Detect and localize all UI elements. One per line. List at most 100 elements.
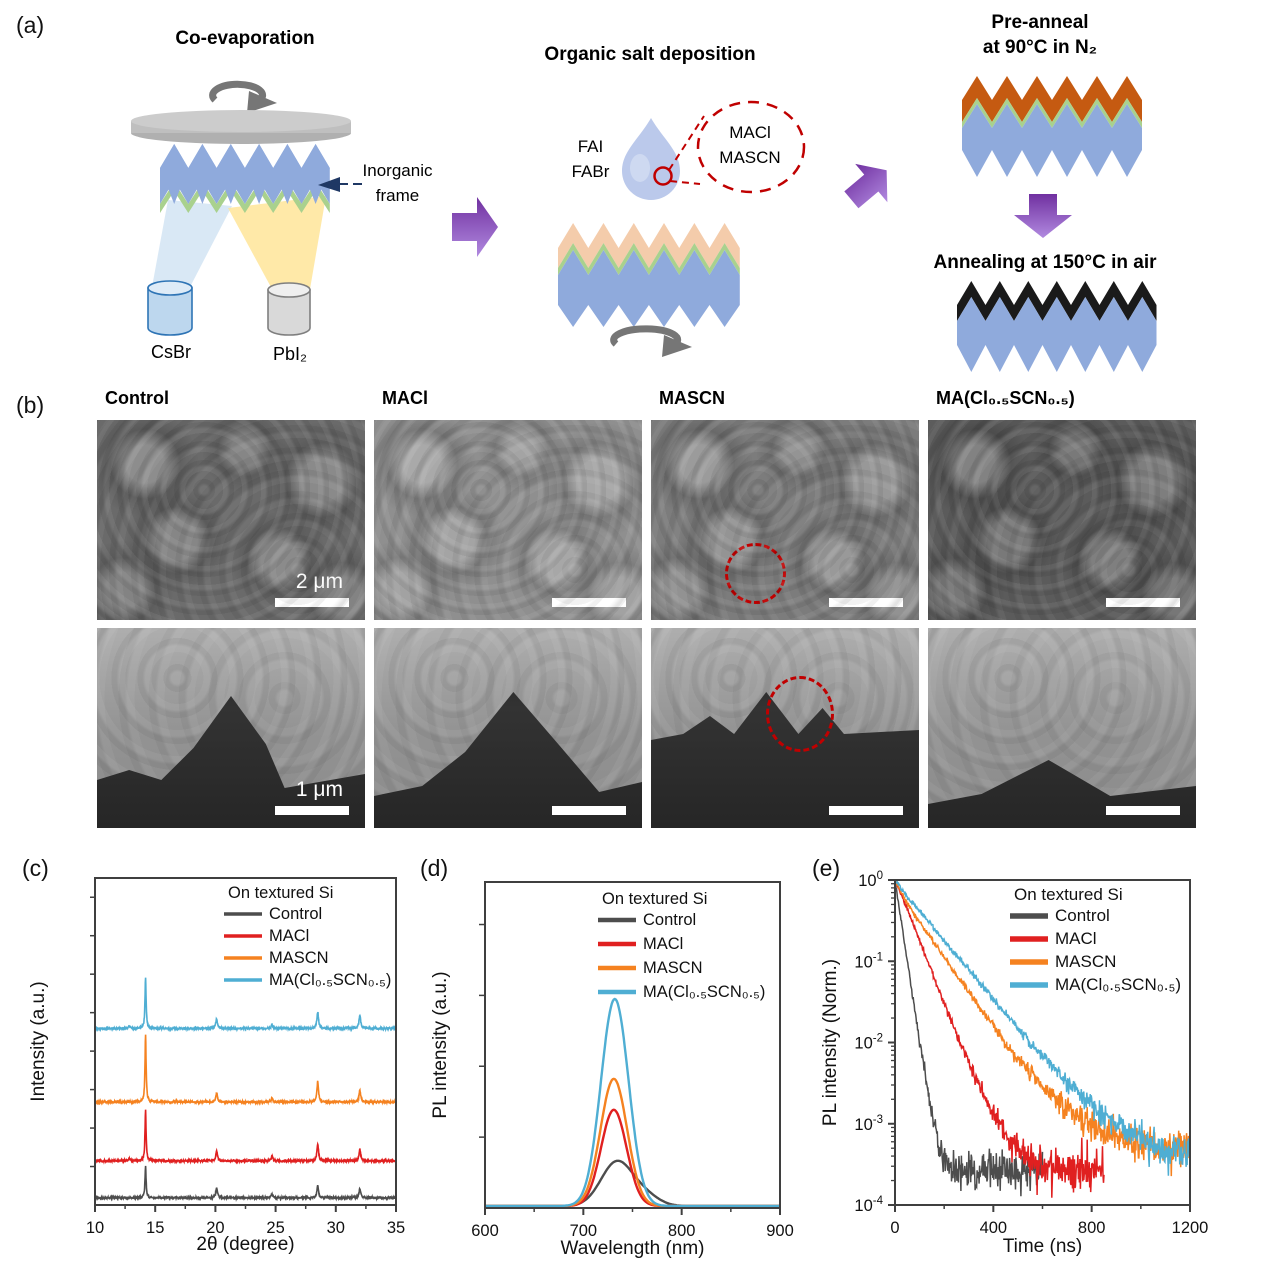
legend-label: MASCN bbox=[643, 959, 703, 977]
pbi2-evaporation-beam bbox=[228, 196, 326, 289]
solution-droplet bbox=[622, 118, 680, 200]
scalebar bbox=[829, 806, 903, 815]
sem-column-label-control: Control bbox=[105, 388, 169, 408]
x-tick-label: 700 bbox=[570, 1222, 598, 1240]
textured-substrate bbox=[962, 104, 1142, 177]
legend-label: MACl bbox=[269, 927, 309, 945]
si-substrate bbox=[374, 692, 642, 828]
step-title-preanneal: Pre-anneal at 90°C in N₂ bbox=[940, 10, 1140, 60]
process-arrow-right-icon bbox=[452, 197, 498, 257]
process-arrow-down-icon bbox=[1014, 194, 1072, 238]
legend-label: MA(Cl₀.₅SCN₀.₅) bbox=[1055, 975, 1181, 994]
inorganic-frame-line2: frame bbox=[375, 186, 420, 205]
plot-frame bbox=[94, 877, 397, 1206]
source-label-csbr: CsBr bbox=[151, 342, 191, 362]
rotation-arrow-icon bbox=[209, 80, 277, 113]
sem-column-label-macl: MACl bbox=[382, 388, 428, 408]
x-tick-label: 400 bbox=[980, 1219, 1008, 1237]
inorganic-frame-pointer-head bbox=[318, 177, 340, 192]
panel-letter-d: (d) bbox=[420, 855, 449, 881]
solution-label: FAI FABr bbox=[563, 134, 618, 184]
sem-image-control-top: 2 μm bbox=[97, 420, 365, 620]
x-tick-label: 900 bbox=[766, 1222, 794, 1240]
y-axis-label: Intensity (a.u.) bbox=[28, 981, 49, 1101]
panel-letter-a: (a) bbox=[16, 12, 45, 38]
x-axis-label: 2θ (degree) bbox=[196, 1234, 294, 1255]
x-tick-label: 1200 bbox=[1172, 1219, 1209, 1237]
highlight-circle-mascn-top bbox=[725, 543, 786, 604]
pl-trace-0 bbox=[485, 1159, 780, 1208]
x-tick-label: 0 bbox=[890, 1219, 899, 1237]
si-substrate bbox=[928, 760, 1196, 828]
step-title-preanneal-line2: at 90°C in N₂ bbox=[982, 37, 1098, 58]
x-tick-label: 10 bbox=[86, 1219, 104, 1237]
x-tick-label: 800 bbox=[668, 1222, 696, 1240]
inorganic-frame-layer bbox=[558, 243, 740, 275]
textured-substrate-body bbox=[160, 144, 330, 204]
y-tick-label: 10-3 bbox=[854, 1114, 883, 1134]
process-schematic bbox=[131, 76, 1157, 372]
y-tick-label: 100 bbox=[858, 870, 883, 890]
scalebar bbox=[829, 598, 903, 607]
inorganic-frame-layer bbox=[962, 98, 1142, 128]
x-tick-label: 800 bbox=[1078, 1219, 1106, 1237]
y-tick-label: 10-4 bbox=[854, 1195, 883, 1215]
panel-letter-c: (c) bbox=[22, 855, 49, 881]
trpl-decay-chart: 0 400 800 1200 100 10-1 10-2 10-3 10-4 Time (ns) P… bbox=[820, 870, 1209, 1257]
additive-magnifier-ellipse bbox=[696, 100, 806, 194]
scalebar bbox=[552, 806, 626, 815]
inorganic-frame-line1: Inorganic bbox=[362, 161, 433, 180]
chart-annotation: On textured Si bbox=[1014, 885, 1123, 904]
magnifier-line-top bbox=[668, 115, 705, 171]
legend-label: MA(Cl₀.₅SCN₀.₅) bbox=[269, 971, 391, 989]
legend-label: MASCN bbox=[1055, 952, 1116, 971]
xrd-trace-2 bbox=[94, 1034, 397, 1106]
csbr-crucible bbox=[147, 280, 193, 336]
additive-label-mascn: MASCN bbox=[719, 148, 781, 167]
sem-image-macl-top bbox=[374, 420, 642, 620]
chart-annotation: On textured Si bbox=[228, 884, 333, 902]
pl-trace-2 bbox=[485, 1077, 780, 1208]
sem-column-label-ma: MA(Cl₀.₅SCN₀.₅) bbox=[936, 388, 1075, 408]
pbi2-crucible bbox=[267, 282, 311, 336]
legend-label: Control bbox=[269, 905, 322, 923]
textured-substrate bbox=[957, 297, 1157, 372]
step-title-preanneal-line1: Pre-anneal bbox=[991, 12, 1089, 33]
scalebar bbox=[1106, 598, 1180, 607]
trpl-trace-0 bbox=[894, 879, 1044, 1197]
legend-label: MACl bbox=[643, 935, 683, 953]
highlight-circle-mascn-cross bbox=[766, 676, 834, 752]
legend-label: Control bbox=[643, 911, 696, 929]
additive-label-macl: MACl bbox=[729, 123, 771, 142]
process-arrow-upright-icon bbox=[844, 163, 888, 209]
sem-column-label-mascn: MASCN bbox=[659, 388, 725, 408]
magnifier-source-circle bbox=[653, 166, 673, 186]
inorganic-frame-label: Inorganic frame bbox=[345, 158, 450, 208]
sem-image-ma-cross bbox=[928, 628, 1196, 828]
sem-image-macl-cross bbox=[374, 628, 642, 828]
legend-label: MA(Cl₀.₅SCN₀.₅) bbox=[643, 983, 765, 1001]
rotation-arrow-icon bbox=[610, 325, 692, 357]
x-axis-label: Time (ns) bbox=[1003, 1236, 1083, 1257]
scalebar-label-2um: 2 μm bbox=[295, 570, 343, 593]
x-tick-label: 25 bbox=[266, 1219, 284, 1237]
legend-label: MACl bbox=[1055, 929, 1097, 948]
y-axis-label: PL intensity (Norm.) bbox=[820, 959, 841, 1126]
scalebar-label-1um: 1 μm bbox=[295, 778, 343, 801]
x-tick-label: 15 bbox=[146, 1219, 164, 1237]
evaporation-disc bbox=[131, 110, 351, 144]
perovskite-black-layer bbox=[957, 281, 1157, 321]
y-axis-label: PL intensity (a.u.) bbox=[430, 971, 451, 1118]
sem-image-ma-top bbox=[928, 420, 1196, 620]
additive-label: MACl MASCN bbox=[698, 120, 802, 170]
x-axis-label: Wavelength (nm) bbox=[561, 1238, 705, 1259]
magnifier-line-bottom bbox=[669, 180, 701, 185]
legend-label: MASCN bbox=[269, 949, 329, 967]
x-tick-label: 600 bbox=[471, 1222, 499, 1240]
step-title-coevaporation: Co-evaporation bbox=[175, 28, 315, 49]
pl-trace-3 bbox=[485, 997, 780, 1208]
step-title-annealing: Annealing at 150°C in air bbox=[933, 252, 1157, 273]
source-label-pbi2: PbI₂ bbox=[272, 344, 307, 364]
x-tick-label: 20 bbox=[206, 1219, 224, 1237]
